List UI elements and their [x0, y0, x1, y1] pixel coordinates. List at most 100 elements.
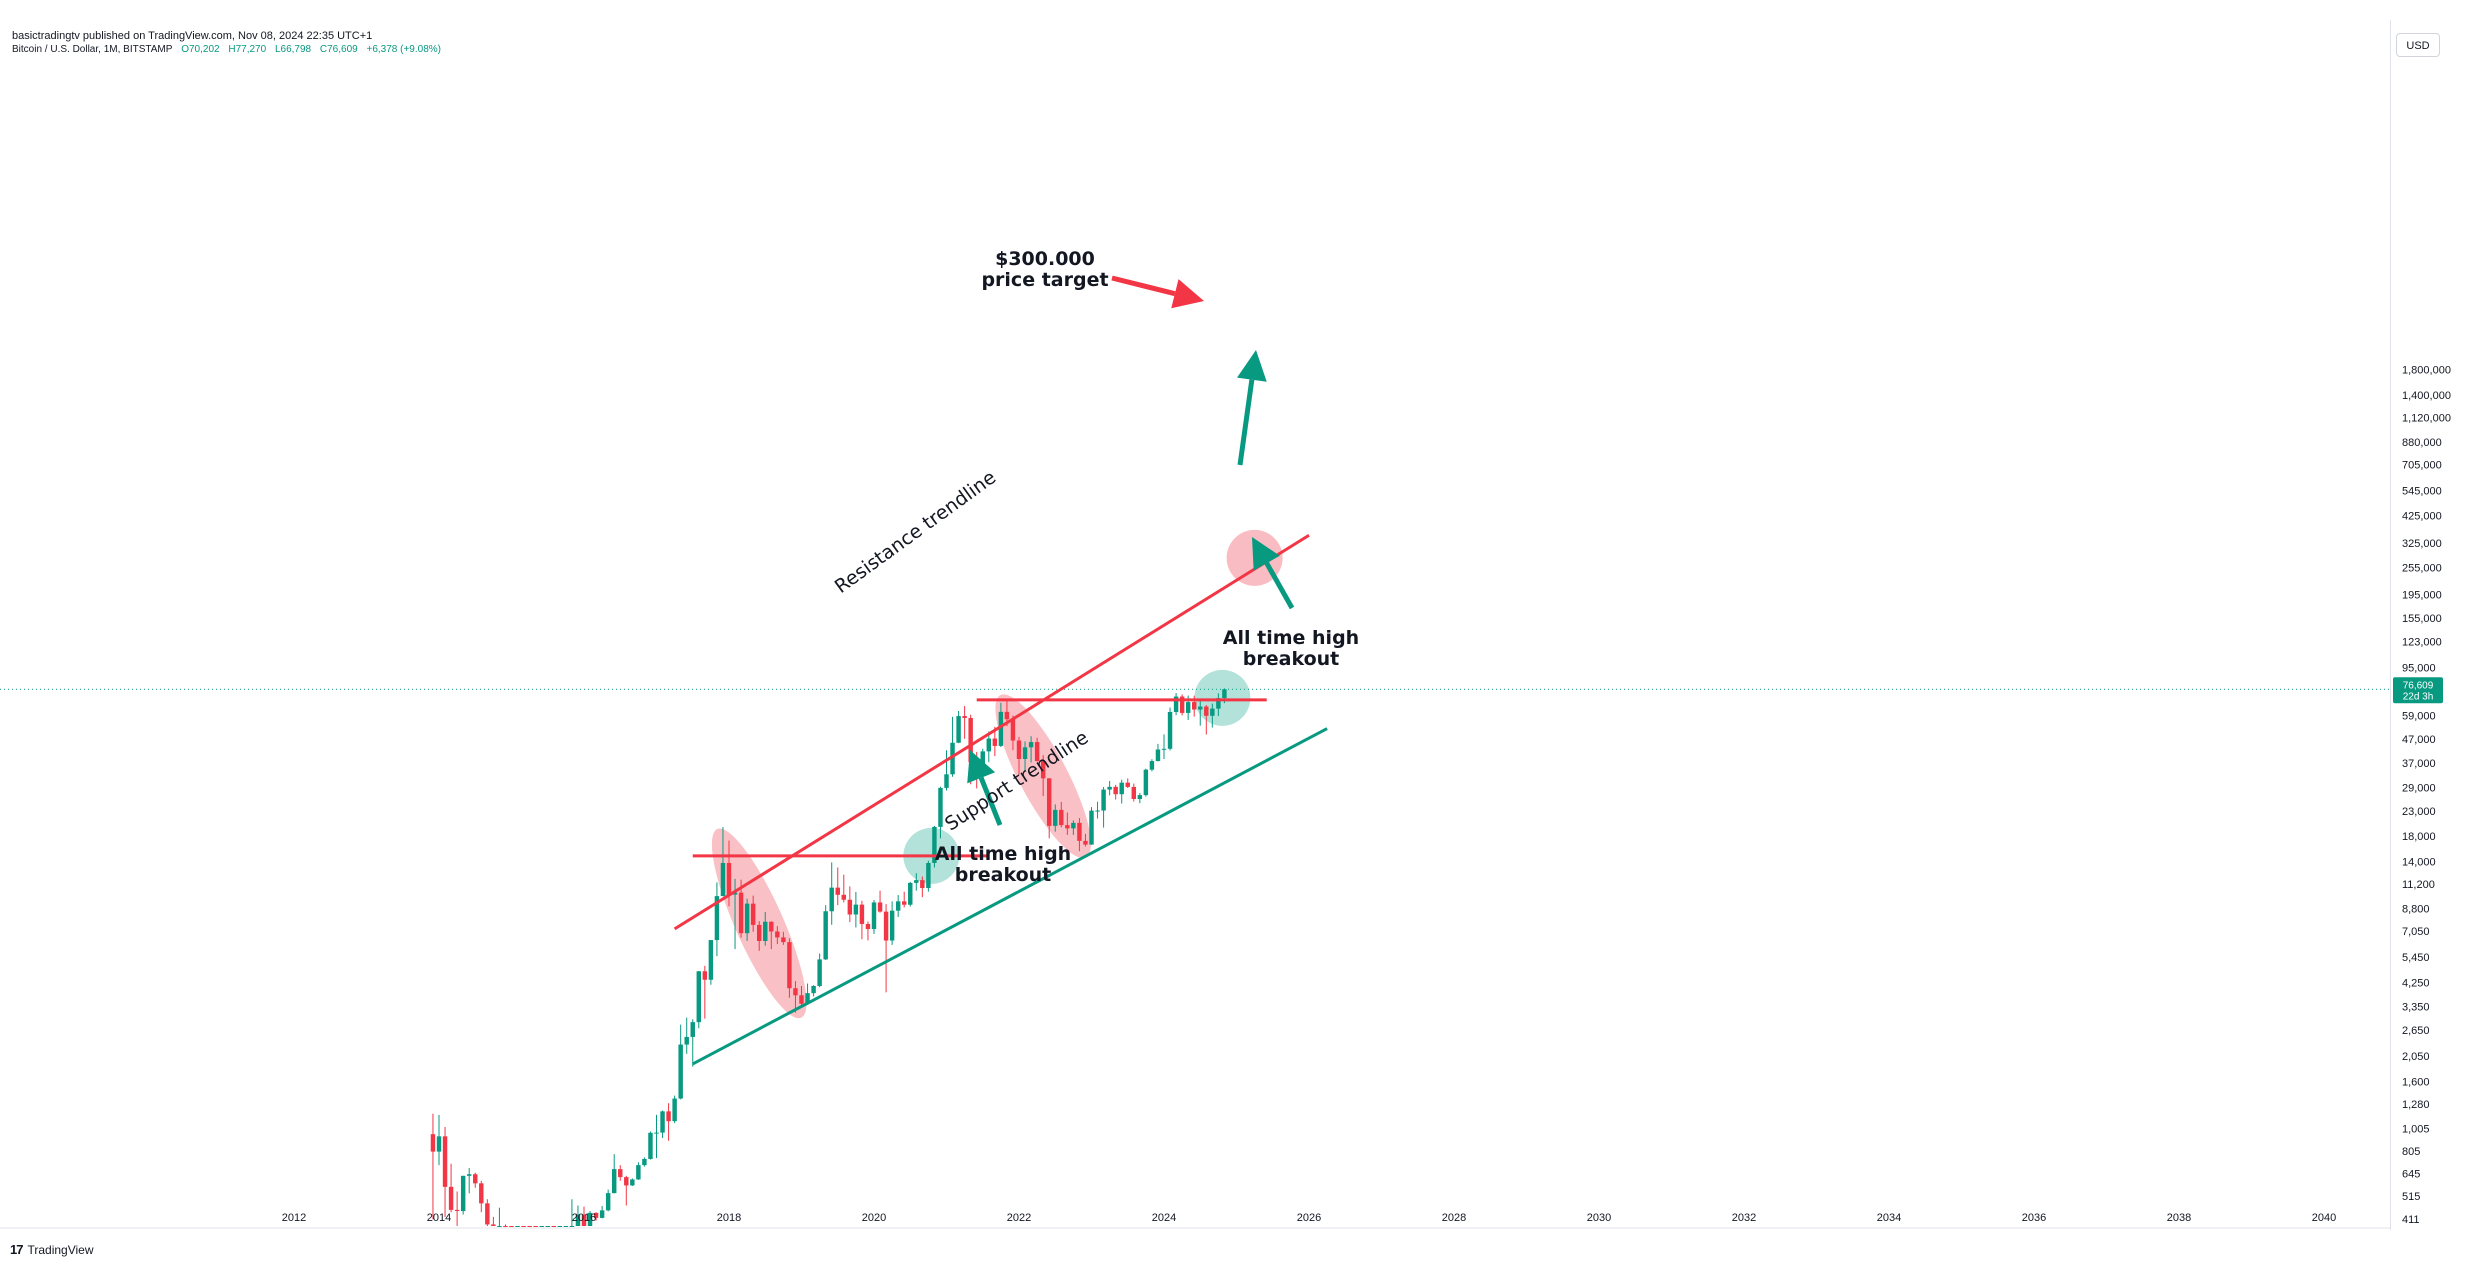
y-tick-label: 255,000	[2402, 562, 2442, 574]
candle	[1016, 736, 1022, 775]
candle	[708, 940, 714, 985]
candle	[654, 1114, 659, 1159]
candle-body	[587, 1212, 593, 1226]
currency-button[interactable]: USD	[2396, 33, 2440, 57]
symbol-name[interactable]: Bitcoin / U.S. Dollar, 1M, BITSTAMP	[12, 44, 173, 55]
candle	[841, 874, 847, 903]
candle-body	[787, 942, 792, 989]
candle-body	[871, 902, 877, 930]
tradingview-footer[interactable]: 17 TradingView	[10, 1242, 94, 1257]
low-value: L66,798	[274, 44, 312, 55]
candle	[775, 926, 780, 945]
candle-body	[503, 1226, 508, 1227]
candle-body	[865, 923, 871, 930]
candle	[466, 1168, 472, 1194]
price-target-arrow-head	[1171, 279, 1204, 309]
x-tick-label: 2038	[2167, 1212, 2191, 1224]
y-tick-label: 515	[2402, 1191, 2420, 1203]
candle-body	[926, 862, 931, 889]
candle-body	[859, 904, 865, 924]
candle	[1131, 783, 1137, 802]
highlight-layer	[711, 529, 1283, 1019]
candle-body	[763, 921, 768, 942]
candle-body	[1083, 840, 1088, 845]
candle-body	[1131, 786, 1137, 800]
candle-body	[551, 1226, 557, 1227]
candle	[497, 1207, 502, 1227]
candle	[787, 938, 792, 998]
candle	[889, 901, 895, 945]
candle-body	[1022, 747, 1028, 759]
candle-body	[684, 1036, 689, 1045]
candle-body	[509, 1226, 514, 1227]
candle	[1173, 693, 1179, 716]
candle-body	[944, 774, 949, 788]
candle	[914, 873, 919, 891]
candle-body	[1071, 822, 1076, 829]
ath-breakout-2024-label-line: breakout	[1243, 648, 1339, 670]
candle-body	[611, 1169, 617, 1194]
y-tick-label: 7,050	[2402, 926, 2430, 938]
candle	[793, 981, 798, 1013]
candle-body	[1065, 825, 1070, 829]
candle	[1149, 759, 1155, 772]
candle-body	[835, 887, 840, 895]
candle-body	[799, 995, 804, 1004]
candle-body	[527, 1226, 532, 1227]
candle-body	[696, 971, 702, 1023]
candle-body	[545, 1226, 550, 1227]
candle-body	[497, 1226, 502, 1227]
x-tick-label: 2040	[2312, 1212, 2336, 1224]
candle	[986, 731, 992, 763]
candle-body	[1010, 719, 1016, 741]
candle-body	[950, 742, 955, 775]
candle-body	[750, 903, 756, 925]
candle-body	[1143, 769, 1149, 796]
x-tick-label: 2022	[1007, 1212, 1031, 1224]
candle-body	[618, 1169, 623, 1178]
candle	[871, 899, 877, 934]
candle	[599, 1205, 605, 1219]
candle	[829, 862, 834, 925]
candle-body	[726, 862, 732, 895]
candle-body	[1040, 761, 1046, 779]
candle-body	[1034, 742, 1040, 762]
ath-breakout-2024-arrow	[1252, 537, 1295, 610]
candle	[938, 786, 943, 839]
candle	[799, 985, 804, 1007]
candle-body	[877, 902, 883, 912]
candle-body	[720, 862, 726, 897]
y-tick-label: 18,000	[2402, 831, 2436, 843]
candle-body	[678, 1044, 683, 1099]
candle-body	[956, 716, 961, 743]
y-tick-label: 8,800	[2402, 904, 2430, 916]
y-tick-label: 1,600	[2402, 1076, 2430, 1088]
candle-body	[460, 1175, 466, 1212]
candle-body	[769, 921, 774, 932]
candle-body	[980, 751, 985, 769]
candle	[1059, 801, 1064, 828]
candle-body	[515, 1226, 520, 1227]
candle-body	[738, 892, 744, 934]
candle-body	[1046, 778, 1052, 826]
candle-body	[938, 787, 943, 827]
candle	[877, 890, 883, 913]
candle	[781, 931, 786, 945]
candle-body	[1125, 782, 1130, 787]
y-tick-label: 14,000	[2402, 857, 2436, 869]
candle-body	[660, 1111, 665, 1133]
candle-body	[756, 924, 762, 942]
time-axis: 2012 2014 2016 2018 2020 2022 2024 2026 2028 2030…	[0, 1212, 2390, 1229]
candle	[430, 1113, 436, 1220]
candle	[1143, 768, 1149, 797]
candle	[1107, 780, 1112, 796]
candle	[587, 1211, 593, 1226]
candle-body	[853, 904, 859, 915]
candle-body	[744, 903, 750, 934]
candle	[865, 921, 871, 941]
candle-body	[454, 1209, 460, 1212]
candle-body	[1216, 698, 1221, 709]
candle	[883, 904, 889, 993]
candle	[672, 1095, 677, 1124]
